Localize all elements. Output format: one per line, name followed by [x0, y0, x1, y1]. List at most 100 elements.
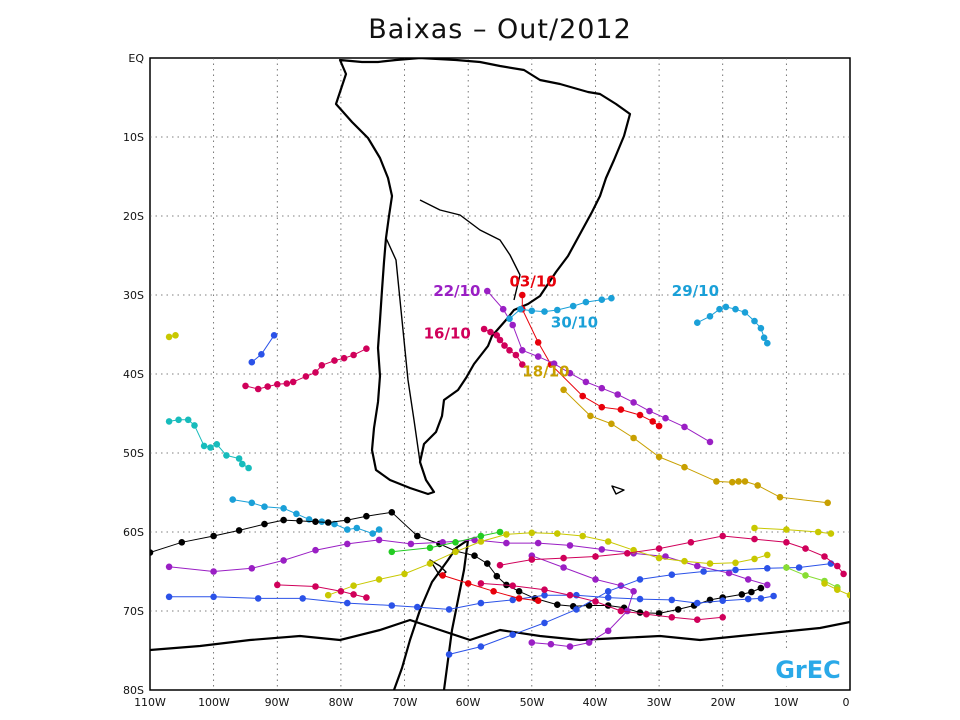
x-tick-label: 0 [843, 696, 850, 709]
y-tick-label: 40S [123, 368, 144, 381]
cyclone-position-marker [706, 438, 714, 446]
cyclone-position-marker [713, 478, 720, 485]
cyclone-position-marker [509, 631, 516, 638]
cyclone-position-marker [299, 595, 307, 602]
cyclone-track[interactable] [388, 528, 504, 556]
cyclone-position-marker [655, 545, 663, 552]
cyclone-position-marker [624, 550, 631, 557]
cyclone-track-line [169, 539, 768, 586]
cyclone-position-marker [528, 556, 536, 563]
cyclone-track[interactable] [821, 580, 853, 599]
cyclone-position-marker [258, 351, 265, 358]
cyclone-position-marker [344, 599, 351, 607]
cyclone-position-marker [604, 627, 612, 635]
cyclone-position-marker [846, 591, 850, 599]
cyclone-track[interactable] [751, 524, 835, 537]
cyclone-position-marker [254, 385, 262, 393]
cyclone-position-marker [579, 392, 586, 400]
cyclone-position-marker [480, 325, 488, 333]
cyclone-track[interactable] [480, 325, 526, 368]
x-tick-label: 80W [329, 696, 354, 709]
cyclone-position-marker [706, 313, 714, 320]
cyclone-position-marker [388, 548, 396, 556]
cyclone-track[interactable] [165, 536, 771, 589]
cyclone-track[interactable] [165, 591, 777, 613]
cyclone-position-marker [646, 407, 653, 415]
cyclone-position-marker [223, 452, 230, 459]
cyclone-position-marker [681, 463, 688, 471]
track-date-label: 29/10 [672, 282, 719, 300]
cyclone-position-marker [687, 539, 695, 546]
cyclone-position-marker [280, 516, 287, 524]
cyclone-track[interactable] [694, 303, 771, 347]
cyclone-position-marker [487, 328, 494, 336]
cyclone-track-line [521, 295, 660, 427]
cyclone-position-marker [506, 315, 513, 323]
cyclone-position-marker [719, 614, 726, 621]
cyclone-position-marker [757, 595, 765, 602]
cyclone-position-marker [165, 333, 173, 341]
cyclone-track[interactable] [484, 287, 714, 446]
cyclone-position-marker [210, 532, 217, 540]
cyclone-position-marker [337, 588, 345, 595]
cyclone-position-marker [604, 588, 612, 595]
cyclone-track[interactable] [165, 416, 252, 472]
cyclone-track-line [499, 535, 844, 575]
cyclone-track[interactable] [506, 294, 615, 323]
cyclone-position-marker [493, 332, 501, 339]
cyclone-position-marker [210, 593, 217, 601]
cyclone-position-marker [630, 399, 637, 406]
cyclone-position-marker [554, 306, 561, 314]
track-date-label: 16/10 [424, 324, 471, 342]
logo-background [766, 652, 846, 686]
cyclone-position-marker [757, 584, 765, 592]
track-date-label: 03/10 [510, 272, 557, 290]
x-tick-label: 10W [774, 696, 799, 709]
cyclone-position-marker [741, 478, 749, 485]
cyclone-position-marker [264, 383, 272, 390]
cyclone-position-marker [655, 453, 663, 461]
cyclone-track[interactable] [229, 496, 383, 537]
cyclone-track[interactable] [445, 560, 835, 658]
cyclone-position-marker [722, 303, 730, 311]
cyclone-position-marker [770, 592, 777, 600]
cyclone-track[interactable] [560, 386, 831, 507]
cyclone-position-marker [566, 643, 574, 650]
cyclone-track-line [480, 582, 723, 621]
map-title: Baixas – Out/2012 [368, 14, 632, 45]
cyclone-track[interactable] [242, 345, 370, 393]
cyclone-track[interactable] [324, 529, 771, 599]
cyclone-track[interactable] [477, 580, 726, 623]
cyclone-position-marker [363, 345, 370, 353]
cyclone-position-marker [729, 478, 736, 486]
cyclone-position-marker [802, 545, 809, 552]
cyclone-track[interactable] [439, 572, 542, 604]
cyclone-position-marker [783, 539, 790, 546]
cyclone-track[interactable] [528, 552, 637, 650]
cyclone-position-marker [560, 564, 567, 571]
cyclone-position-marker [732, 559, 739, 567]
cyclone-position-marker [636, 609, 644, 616]
shetland-islands [429, 559, 447, 577]
cyclone-position-marker [445, 651, 453, 658]
cyclone-position-marker [668, 614, 676, 621]
x-tick-label: 50W [520, 696, 545, 709]
cyclone-position-marker [636, 595, 644, 603]
cyclone-track[interactable] [274, 581, 370, 601]
cyclone-position-marker [719, 532, 726, 540]
cyclone-position-marker [178, 539, 186, 546]
cyclone-position-marker [598, 403, 606, 411]
cyclone-position-marker [414, 532, 421, 540]
cyclone-track[interactable] [496, 532, 847, 578]
cyclone-position-marker [569, 302, 577, 310]
cyclone-track[interactable] [248, 332, 278, 366]
cyclone-position-marker [649, 418, 656, 425]
grec-logo: GrEC [775, 656, 841, 684]
cyclone-track[interactable] [519, 291, 663, 430]
cyclone-track[interactable] [165, 332, 179, 341]
track-date-label: 18/10 [522, 362, 569, 380]
cyclone-position-marker [834, 562, 841, 570]
cyclone-position-marker [554, 601, 561, 608]
south-georgia-island [611, 485, 625, 495]
